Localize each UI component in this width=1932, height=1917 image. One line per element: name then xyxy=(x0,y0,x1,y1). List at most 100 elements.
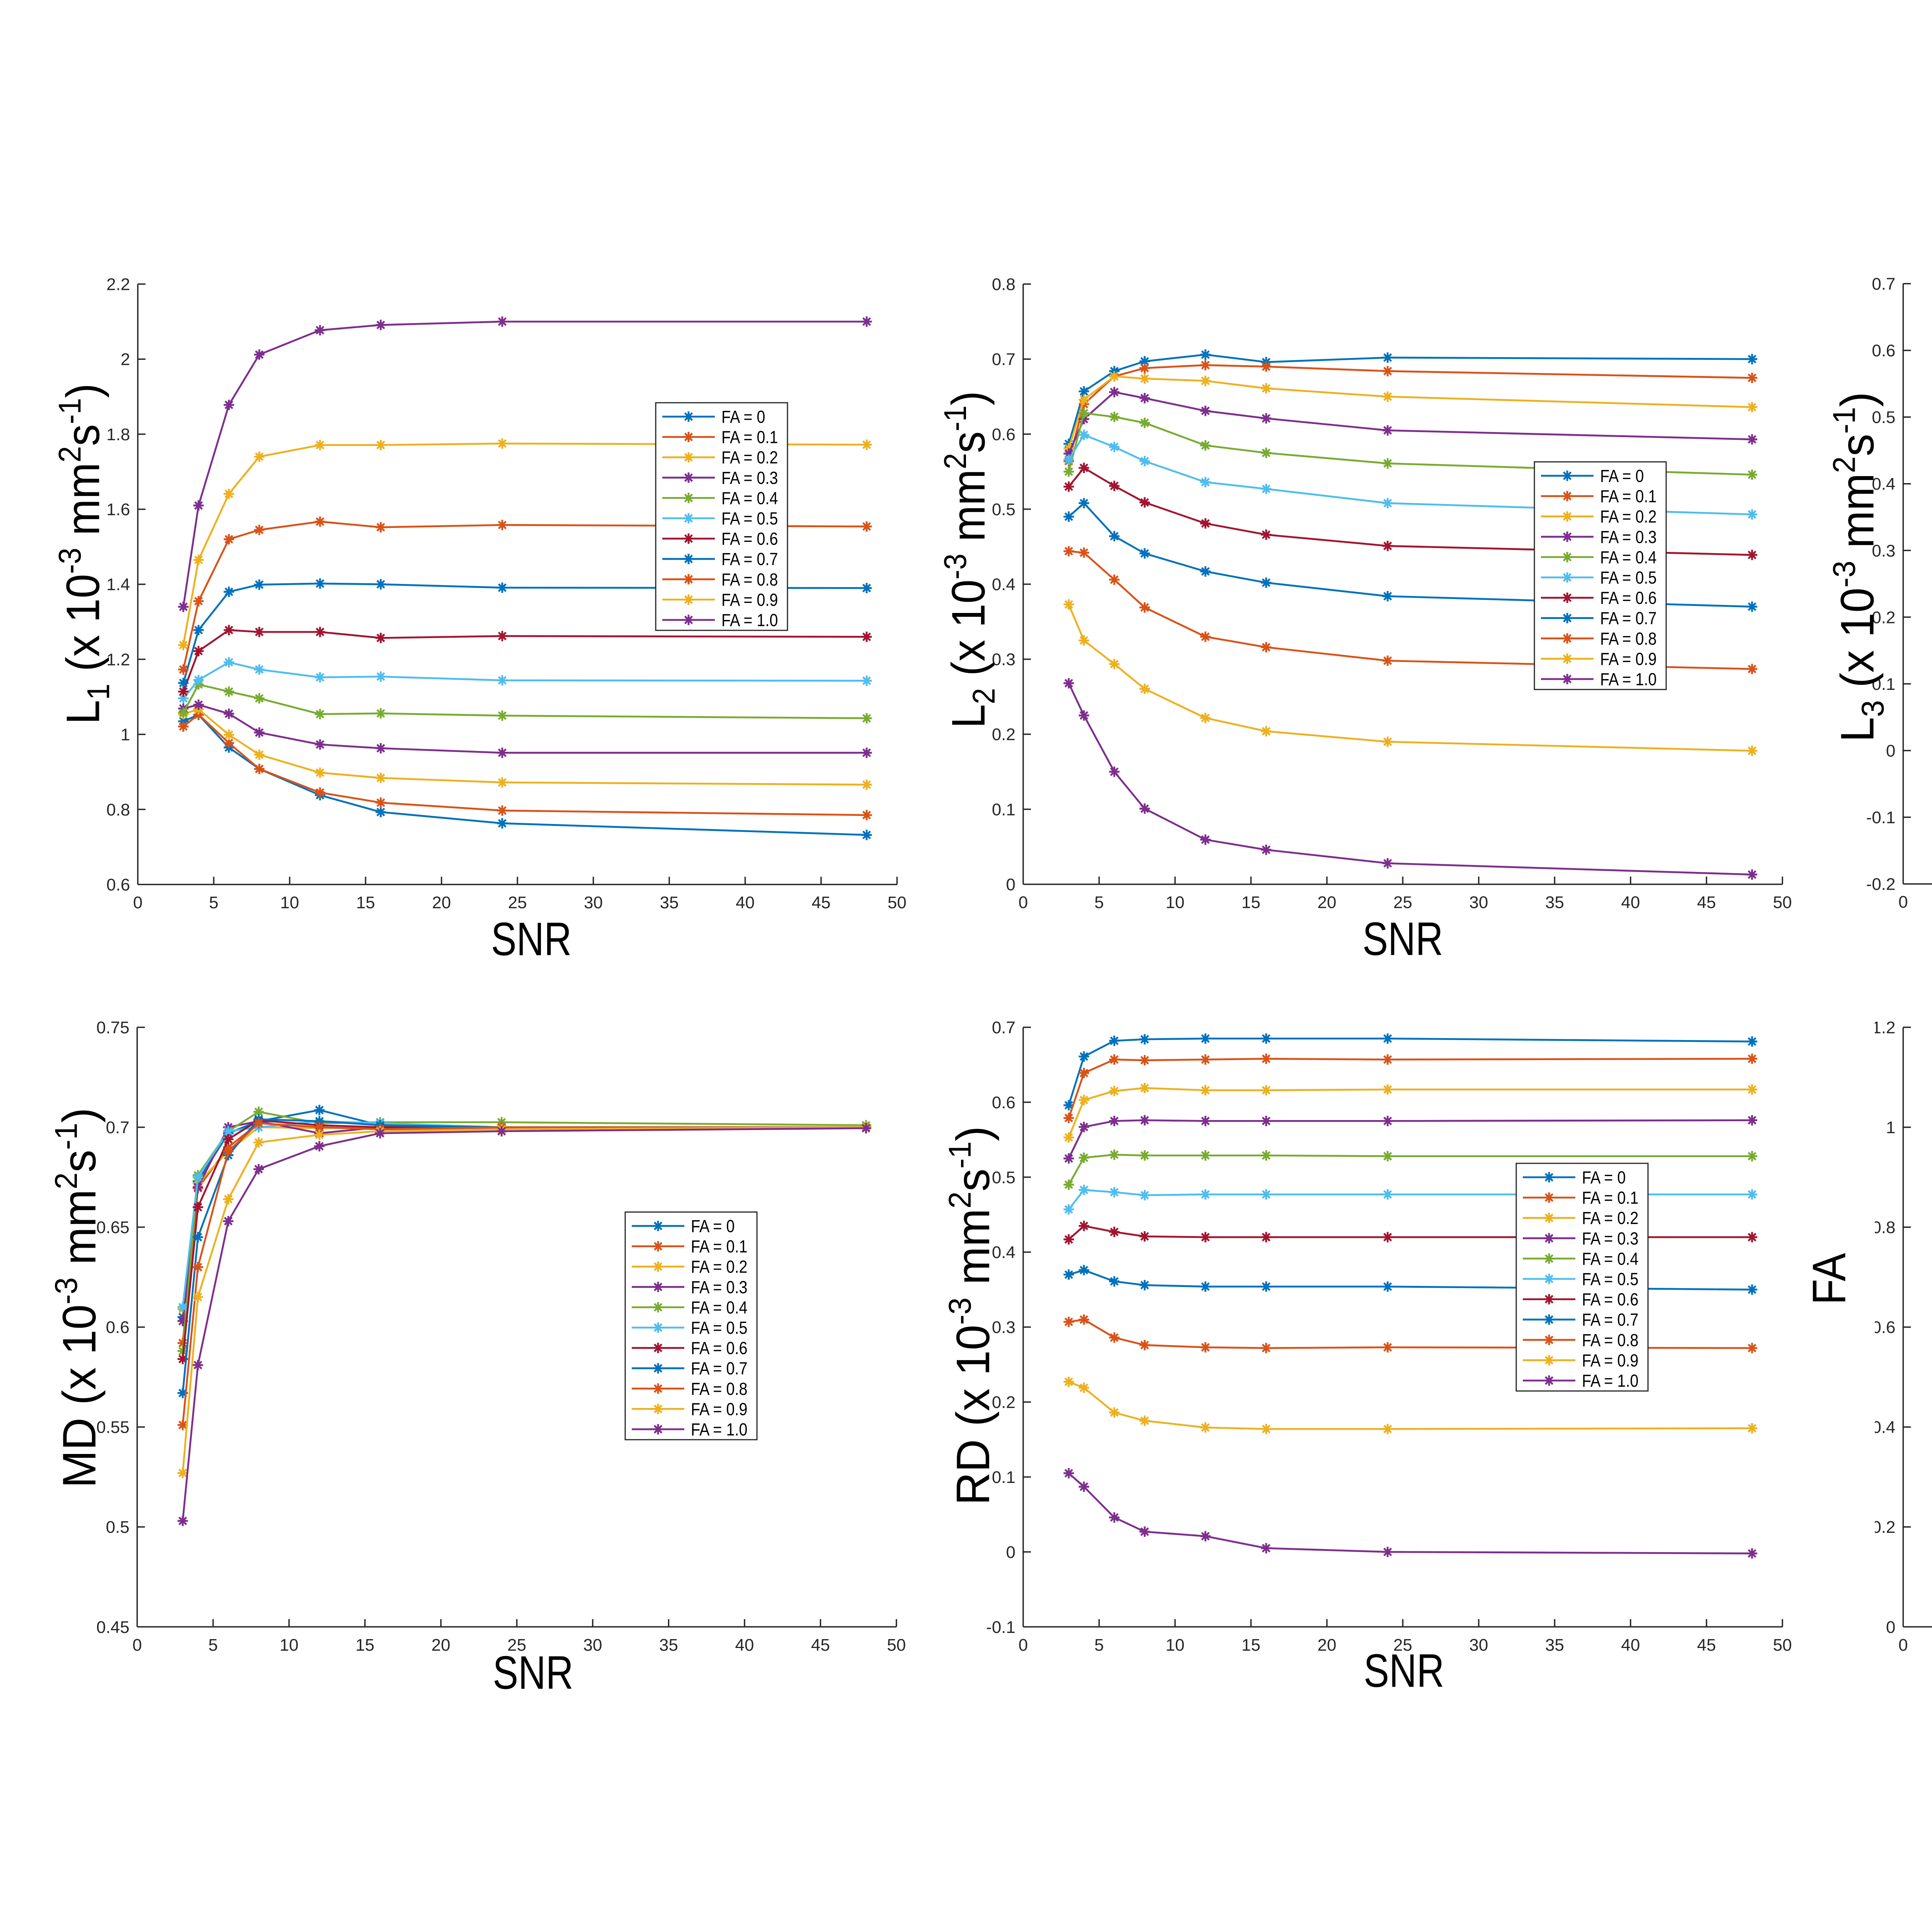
svg-text:FA = 0: FA = 0 xyxy=(1582,1168,1626,1187)
svg-text:0: 0 xyxy=(133,893,142,912)
svg-text:45: 45 xyxy=(812,893,831,912)
svg-text:0.6: 0.6 xyxy=(106,1318,129,1337)
svg-text:45: 45 xyxy=(1697,893,1716,912)
svg-text:FA = 0.7: FA = 0.7 xyxy=(721,550,778,569)
svg-text:FA = 0.3: FA = 0.3 xyxy=(1582,1229,1638,1248)
svg-text:30: 30 xyxy=(583,1636,602,1655)
svg-text:10: 10 xyxy=(1166,893,1185,912)
svg-text:5: 5 xyxy=(1094,1636,1104,1655)
svg-text:FA = 0.2: FA = 0.2 xyxy=(721,448,778,467)
svg-text:25: 25 xyxy=(508,893,527,912)
svg-text:FA = 0.8: FA = 0.8 xyxy=(721,570,778,589)
svg-text:10: 10 xyxy=(280,893,299,912)
svg-text:L2 (x 10-3 mm2s-1): L2 (x 10-3 mm2s-1) xyxy=(937,391,1002,729)
svg-text:FA = 0.5: FA = 0.5 xyxy=(1600,568,1656,587)
svg-text:FA = 0: FA = 0 xyxy=(1600,466,1644,486)
svg-text:FA = 0: FA = 0 xyxy=(691,1217,735,1236)
svg-text:50: 50 xyxy=(1773,1636,1792,1655)
svg-text:FA = 0.3: FA = 0.3 xyxy=(1600,527,1656,546)
svg-text:0: 0 xyxy=(1006,875,1015,894)
svg-text:RD (x 10-3 mm2s-1): RD (x 10-3 mm2s-1) xyxy=(942,1126,999,1505)
svg-text:0: 0 xyxy=(133,1636,142,1655)
svg-text:45: 45 xyxy=(811,1636,830,1655)
svg-text:40: 40 xyxy=(735,1636,754,1655)
svg-text:0.65: 0.65 xyxy=(96,1218,129,1237)
svg-text:FA = 0.8: FA = 0.8 xyxy=(691,1379,747,1398)
svg-text:0: 0 xyxy=(1886,742,1895,761)
svg-text:MD (x 10-3 mm2s-1): MD (x 10-3 mm2s-1) xyxy=(49,1108,106,1488)
svg-text:FA = 0.1: FA = 0.1 xyxy=(721,427,778,447)
svg-text:0: 0 xyxy=(1898,1636,1908,1655)
svg-text:-0.1: -0.1 xyxy=(986,1618,1015,1637)
svg-text:0: 0 xyxy=(1019,1636,1028,1655)
svg-text:FA = 0: FA = 0 xyxy=(721,407,765,427)
svg-text:-0.2: -0.2 xyxy=(1866,875,1896,894)
svg-text:FA = 0.4: FA = 0.4 xyxy=(1600,548,1656,567)
svg-text:0.7: 0.7 xyxy=(992,350,1015,369)
svg-text:0.1: 0.1 xyxy=(992,800,1015,819)
svg-text:L3 (x 10-3 mm2s-1): L3 (x 10-3 mm2s-1) xyxy=(1826,392,1890,742)
svg-text:SNR: SNR xyxy=(1362,913,1443,965)
svg-text:20: 20 xyxy=(432,1636,451,1655)
svg-text:0.4: 0.4 xyxy=(992,1243,1015,1262)
svg-text:2: 2 xyxy=(121,350,130,369)
svg-text:FA = 0.5: FA = 0.5 xyxy=(721,509,778,528)
svg-text:0.7: 0.7 xyxy=(106,1118,129,1137)
svg-text:FA = 0.3: FA = 0.3 xyxy=(691,1277,747,1297)
svg-text:FA = 0.1: FA = 0.1 xyxy=(1582,1188,1638,1207)
svg-text:0.2: 0.2 xyxy=(1872,608,1895,627)
svg-text:5: 5 xyxy=(208,1636,218,1655)
svg-text:0.8: 0.8 xyxy=(1872,1218,1895,1237)
svg-text:35: 35 xyxy=(1545,1636,1564,1655)
svg-text:35: 35 xyxy=(659,1636,678,1655)
svg-text:5: 5 xyxy=(1094,893,1104,912)
svg-text:0.1: 0.1 xyxy=(992,1468,1015,1487)
svg-text:FA = 0.1: FA = 0.1 xyxy=(691,1237,747,1256)
svg-text:FA: FA xyxy=(1803,1253,1855,1305)
svg-text:FA = 0.7: FA = 0.7 xyxy=(1582,1310,1638,1330)
svg-text:1: 1 xyxy=(1886,1118,1895,1137)
svg-text:0.5: 0.5 xyxy=(106,1518,129,1537)
svg-text:FA = 0.9: FA = 0.9 xyxy=(721,590,778,609)
svg-text:FA = 0.2: FA = 0.2 xyxy=(1582,1209,1638,1228)
svg-text:0.1: 0.1 xyxy=(1872,675,1895,694)
svg-text:0.3: 0.3 xyxy=(1872,541,1895,560)
svg-text:0.6: 0.6 xyxy=(1872,341,1895,360)
svg-text:1.8: 1.8 xyxy=(106,425,130,444)
svg-text:FA = 0.6: FA = 0.6 xyxy=(1600,588,1656,608)
svg-text:30: 30 xyxy=(584,893,603,912)
svg-text:FA = 0.2: FA = 0.2 xyxy=(691,1257,747,1277)
svg-text:0.4: 0.4 xyxy=(1872,1418,1895,1437)
svg-text:SNR: SNR xyxy=(493,1646,573,1699)
svg-text:40: 40 xyxy=(736,893,755,912)
svg-text:FA = 0.4: FA = 0.4 xyxy=(721,489,778,508)
svg-text:1.2: 1.2 xyxy=(1872,1018,1895,1037)
svg-text:0.7: 0.7 xyxy=(992,1018,1015,1037)
svg-text:25: 25 xyxy=(1393,1636,1412,1655)
svg-text:FA = 0.7: FA = 0.7 xyxy=(1600,609,1656,628)
svg-text:1.2: 1.2 xyxy=(106,650,130,669)
svg-text:FA = 1.0: FA = 1.0 xyxy=(691,1420,747,1439)
svg-text:0.2: 0.2 xyxy=(992,725,1015,744)
svg-text:0.5: 0.5 xyxy=(992,1168,1015,1187)
svg-text:0.75: 0.75 xyxy=(96,1018,129,1037)
svg-text:0.4: 0.4 xyxy=(1872,475,1895,494)
svg-text:1.4: 1.4 xyxy=(106,575,130,594)
svg-text:0.7: 0.7 xyxy=(1872,275,1895,294)
svg-text:0: 0 xyxy=(1019,893,1028,912)
svg-text:0.6: 0.6 xyxy=(992,1093,1015,1112)
svg-text:0.3: 0.3 xyxy=(992,650,1015,669)
svg-text:25: 25 xyxy=(1393,893,1412,912)
svg-text:FA = 1.0: FA = 1.0 xyxy=(1600,670,1656,689)
svg-text:SNR: SNR xyxy=(491,913,572,965)
svg-text:0.45: 0.45 xyxy=(96,1618,129,1637)
svg-text:FA = 0.8: FA = 0.8 xyxy=(1600,629,1656,648)
svg-text:0: 0 xyxy=(1006,1543,1015,1562)
svg-text:FA = 0.9: FA = 0.9 xyxy=(1582,1351,1638,1370)
svg-text:FA = 0.3: FA = 0.3 xyxy=(721,468,778,487)
svg-text:1: 1 xyxy=(121,725,130,744)
svg-text:50: 50 xyxy=(888,893,906,912)
svg-text:5: 5 xyxy=(209,893,218,912)
svg-text:15: 15 xyxy=(1242,893,1260,912)
svg-text:FA = 0.6: FA = 0.6 xyxy=(691,1338,747,1358)
